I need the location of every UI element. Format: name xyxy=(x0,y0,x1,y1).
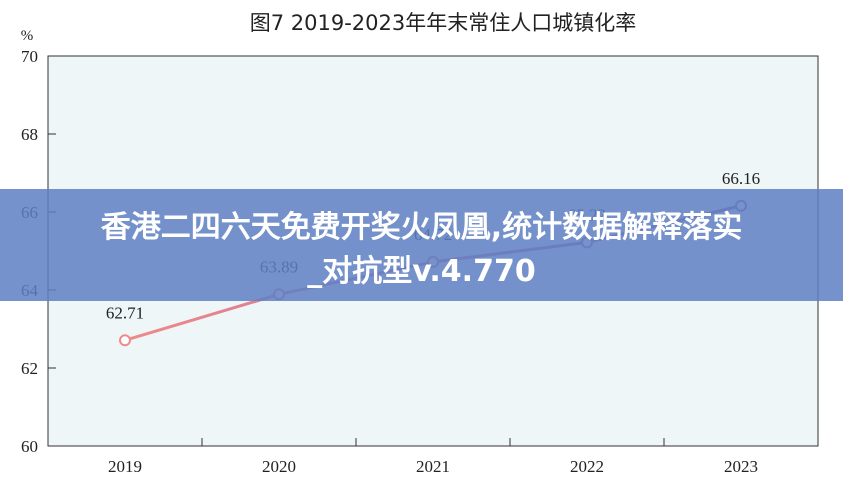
overlay-banner xyxy=(0,189,843,301)
x-tick-label: 2020 xyxy=(262,457,296,476)
x-tick-label: 2019 xyxy=(108,457,142,476)
data-label: 62.71 xyxy=(106,303,144,322)
x-tick-label: 2022 xyxy=(570,457,604,476)
y-axis-unit: % xyxy=(21,28,34,44)
y-tick-label: 70 xyxy=(21,47,38,66)
x-axis: 2019 2020 2021 2022 2023 xyxy=(108,438,758,476)
y-tick-label: 62 xyxy=(21,359,38,378)
overlay-text-line1: 香港二四六天免费开奖火凤凰,统计数据解释落实 xyxy=(100,210,743,245)
overlay-text-line2: _对抗型v.4.770 xyxy=(307,254,536,289)
chart-title: 图7 2019-2023年年末常住人口城镇化率 xyxy=(250,11,637,35)
x-tick-label: 2021 xyxy=(416,457,450,476)
y-tick-label: 60 xyxy=(21,437,38,456)
data-point xyxy=(119,334,131,347)
y-tick-label: 68 xyxy=(21,125,38,144)
data-label: 66.16 xyxy=(722,169,760,188)
x-tick-label: 2023 xyxy=(724,457,758,476)
